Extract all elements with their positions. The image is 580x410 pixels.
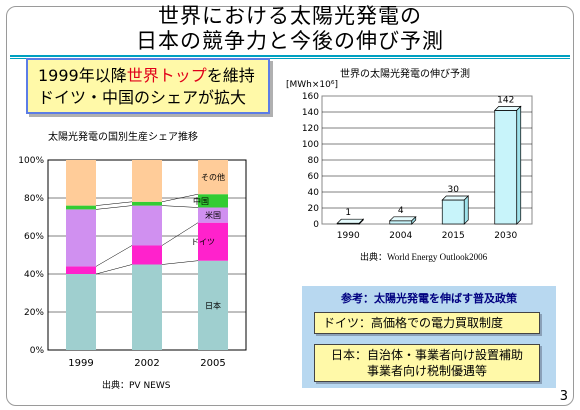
callout-line1-post: を維持 [206,66,255,85]
share-bar-segment [132,160,162,202]
forecast-data-label: 1 [345,208,351,218]
share-series-label: その他 [201,172,225,182]
page-number: 3 [559,389,568,404]
share-ytick-label: 40% [24,270,44,280]
forecast-xtick-label: 2030 [494,231,517,241]
title-divider-top [10,55,570,57]
share-bar-segment [198,207,228,223]
forecast-data-label: 30 [448,185,460,195]
share-xtick-label: 2002 [134,358,159,369]
share-bar-segment [198,194,228,208]
forecast-xtick-label: 1990 [337,231,360,241]
forecast-ytick-label: 40 [308,188,320,198]
share-ytick-label: 20% [24,308,44,318]
policy-heading: 参考：太陽光発電を伸ばす普及政策 [341,292,517,305]
share-ytick-label: 0% [30,346,45,356]
policy-japan: 日本：自治体・事業者向け設置補助 事業者向け税制優遇等 [314,344,540,382]
share-series-label: 日本 [205,300,221,310]
slide-frame [6,6,574,406]
policy-germany: ドイツ：高価格での電力買取制度 [314,312,540,334]
share-series-connector [95,205,133,210]
share-bar-segment [198,222,228,261]
share-series-connector [161,260,199,265]
forecast-ytick-label: 100 [302,140,319,150]
share-bar-segment [132,245,162,265]
share-xtick-label: 2005 [200,358,225,369]
policy-panel: 参考：太陽光発電を伸ばす普及政策 ドイツ：高価格での電力買取制度 日本：自治体・… [302,286,556,388]
share-bar-segment [198,260,228,350]
forecast-ytick-label: 0 [313,220,319,230]
forecast-ytick-label: 80 [308,156,320,166]
forecast-data-label: 4 [398,206,404,216]
share-bar-segment [132,201,162,206]
forecast-source-name: World Energy Outlook2006 [387,252,488,262]
share-ytick-label: 80% [24,194,44,204]
forecast-xtick-label: 2004 [389,231,412,241]
share-xtick-label: 1999 [68,358,93,369]
share-bar-segment [132,205,162,246]
forecast-bar-side [411,215,417,225]
forecast-bar [441,199,465,225]
share-series-connector [161,222,199,246]
share-bar-segment [66,209,96,267]
forecast-bar-top [388,216,417,222]
share-series-label: ドイツ [191,238,215,247]
slide-title-line1: 世界における太陽光発電の [158,4,422,28]
share-bar-segment [66,266,96,274]
forecast-bar-side [516,105,522,225]
forecast-chart-title: 世界の太陽光発電の伸び予測 [340,69,470,80]
forecast-chart-unit: [MWh×10⁶] [286,80,338,90]
forecast-bar [389,220,413,225]
share-chart-title: 太陽光発電の国別生産シェア推移 [48,132,198,143]
slide-title-line2: 日本の競争力と今後の伸び予測 [136,29,444,53]
forecast-bar-top [336,218,365,224]
share-series-connector [95,264,133,275]
callout-line2: ドイツ・中国のシェアが拡大 [38,88,247,107]
share-series-connector [95,201,133,206]
forecast-ytick-label: 120 [302,124,319,134]
share-chart-source: 出典：PV NEWS [102,381,171,391]
forecast-ytick-label: 160 [302,92,319,102]
share-bar-segment [66,274,96,350]
forecast-data-label: 142 [497,95,514,105]
forecast-bar-top [493,106,522,111]
share-series-connector [161,205,199,208]
callout-line1: 1999年以降世界トップを維持 [38,65,258,87]
share-series-label: 中国 [193,196,209,206]
title-divider-bottom [10,58,570,59]
forecast-ytick-label: 60 [308,172,320,182]
callout-line1-pre: 1999年以降 [38,66,127,85]
forecast-bar-side [358,218,364,225]
forecast-ytick-label: 140 [302,108,319,118]
share-series-label: 米国 [205,210,221,220]
share-ytick-label: 60% [24,232,44,242]
forecast-bar-top [441,195,470,201]
share-series-connector [161,193,199,203]
callout-highlight: 世界トップ [126,66,207,85]
forecast-chart-source: 出典：World Energy Outlook2006 [360,250,487,263]
forecast-source-prefix: 出典： [360,253,388,263]
policy-japan-line2: 事業者向け税制優遇等 [366,364,487,378]
summary-callout: 1999年以降世界トップを維持 ドイツ・中国のシェアが拡大 [26,58,270,114]
share-bar-segment [66,205,96,210]
share-bar-segment [132,264,162,350]
forecast-bar [494,110,518,225]
share-ytick-label: 100% [18,156,44,166]
share-series-connector [95,245,133,267]
forecast-bar-side [463,195,469,225]
share-bar-segment [198,160,228,195]
forecast-ytick-label: 20 [308,204,320,214]
policy-japan-line1: 日本：自治体・事業者向け設置補助 [330,348,523,362]
forecast-xtick-label: 2015 [442,231,465,241]
share-bar-segment [66,160,96,206]
